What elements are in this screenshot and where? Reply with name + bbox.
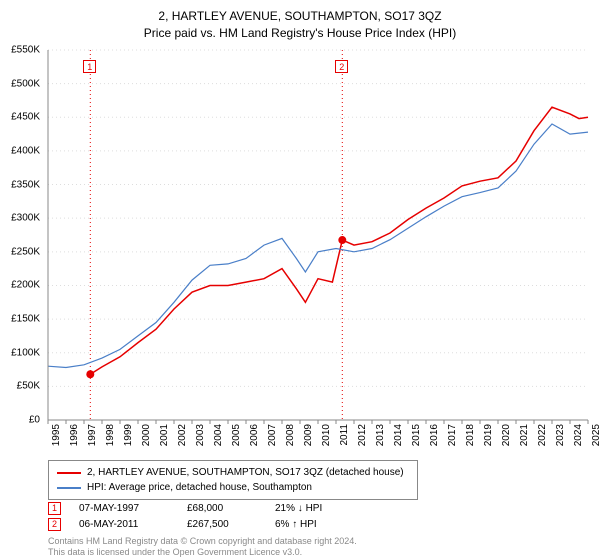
sale-price: £68,000	[187, 503, 257, 514]
chart-svg	[48, 50, 588, 420]
legend-label: 2, HARTLEY AVENUE, SOUTHAMPTON, SO17 3QZ…	[87, 465, 404, 480]
sale-price: £267,500	[187, 519, 257, 530]
x-tick-label: 2020	[501, 424, 512, 446]
x-tick-label: 2015	[411, 424, 422, 446]
x-tick-label: 2014	[393, 424, 404, 446]
x-tick-label: 2010	[321, 424, 332, 446]
sale-annotation-marker: 1	[83, 60, 96, 73]
x-tick-label: 2023	[555, 424, 566, 446]
y-tick-label: £50K	[17, 381, 40, 392]
x-tick-label: 2005	[231, 424, 242, 446]
footer-line2: This data is licensed under the Open Gov…	[48, 547, 302, 557]
x-tick-label: 2007	[267, 424, 278, 446]
x-tick-label: 2006	[249, 424, 260, 446]
x-tick-label: 1996	[69, 424, 80, 446]
legend-swatch	[57, 472, 81, 474]
x-tick-label: 1998	[105, 424, 116, 446]
x-tick-label: 2004	[213, 424, 224, 446]
x-tick-label: 2025	[591, 424, 600, 446]
x-tick-label: 2002	[177, 424, 188, 446]
sale-marker-icon: 2	[48, 518, 61, 531]
x-tick-label: 2024	[573, 424, 584, 446]
x-tick-label: 1999	[123, 424, 134, 446]
y-tick-label: £500K	[11, 78, 40, 89]
sale-row: 1 07-MAY-1997 £68,000 21% ↓ HPI	[48, 500, 355, 516]
title-line2: Price paid vs. HM Land Registry's House …	[0, 25, 600, 42]
sales-table: 1 07-MAY-1997 £68,000 21% ↓ HPI 2 06-MAY-2011…	[48, 500, 355, 532]
x-tick-label: 2009	[303, 424, 314, 446]
y-tick-label: £250K	[11, 246, 40, 257]
x-tick-label: 2012	[357, 424, 368, 446]
x-tick-label: 2008	[285, 424, 296, 446]
title-line1: 2, HARTLEY AVENUE, SOUTHAMPTON, SO17 3QZ	[0, 8, 600, 25]
footer-line1: Contains HM Land Registry data © Crown c…	[48, 536, 357, 546]
sale-diff: 6% ↑ HPI	[275, 519, 355, 530]
legend-item: HPI: Average price, detached house, Sout…	[57, 480, 409, 495]
y-tick-label: £0	[29, 415, 40, 426]
y-tick-label: £200K	[11, 280, 40, 291]
sale-annotation-marker: 2	[335, 60, 348, 73]
legend: 2, HARTLEY AVENUE, SOUTHAMPTON, SO17 3QZ…	[48, 460, 418, 500]
x-tick-label: 2021	[519, 424, 530, 446]
x-tick-label: 2017	[447, 424, 458, 446]
x-tick-label: 2003	[195, 424, 206, 446]
x-tick-label: 2000	[141, 424, 152, 446]
x-tick-label: 2013	[375, 424, 386, 446]
x-axis-labels: 1995 1996 1997 1998 1999 2000 2001 2002 2003 2004…	[48, 422, 588, 462]
x-tick-label: 2001	[159, 424, 170, 446]
sale-row: 2 06-MAY-2011 £267,500 6% ↑ HPI	[48, 516, 355, 532]
legend-swatch	[57, 487, 81, 489]
y-tick-label: £350K	[11, 179, 40, 190]
x-tick-label: 2019	[483, 424, 494, 446]
x-tick-label: 2016	[429, 424, 440, 446]
x-tick-label: 1997	[87, 424, 98, 446]
y-tick-label: £400K	[11, 145, 40, 156]
legend-label: HPI: Average price, detached house, Sout…	[87, 480, 312, 495]
y-tick-label: £300K	[11, 213, 40, 224]
sale-date: 07-MAY-1997	[79, 503, 169, 514]
sale-marker-icon: 1	[48, 502, 61, 515]
chart-title: 2, HARTLEY AVENUE, SOUTHAMPTON, SO17 3QZ…	[0, 0, 600, 42]
y-axis-labels: £0£50K£100K£150K£200K£250K£300K£350K£400…	[0, 50, 44, 420]
sale-diff: 21% ↓ HPI	[275, 503, 355, 514]
y-tick-label: £150K	[11, 314, 40, 325]
license-footer: Contains HM Land Registry data © Crown c…	[48, 536, 357, 558]
y-tick-label: £450K	[11, 112, 40, 123]
page: 2, HARTLEY AVENUE, SOUTHAMPTON, SO17 3QZ…	[0, 0, 600, 560]
x-tick-label: 2022	[537, 424, 548, 446]
legend-item: 2, HARTLEY AVENUE, SOUTHAMPTON, SO17 3QZ…	[57, 465, 409, 480]
chart-plot-area	[48, 50, 588, 420]
sale-date: 06-MAY-2011	[79, 519, 169, 530]
x-tick-label: 2011	[339, 424, 350, 446]
x-tick-label: 2018	[465, 424, 476, 446]
y-tick-label: £100K	[11, 347, 40, 358]
y-tick-label: £550K	[11, 45, 40, 56]
x-tick-label: 1995	[51, 424, 62, 446]
